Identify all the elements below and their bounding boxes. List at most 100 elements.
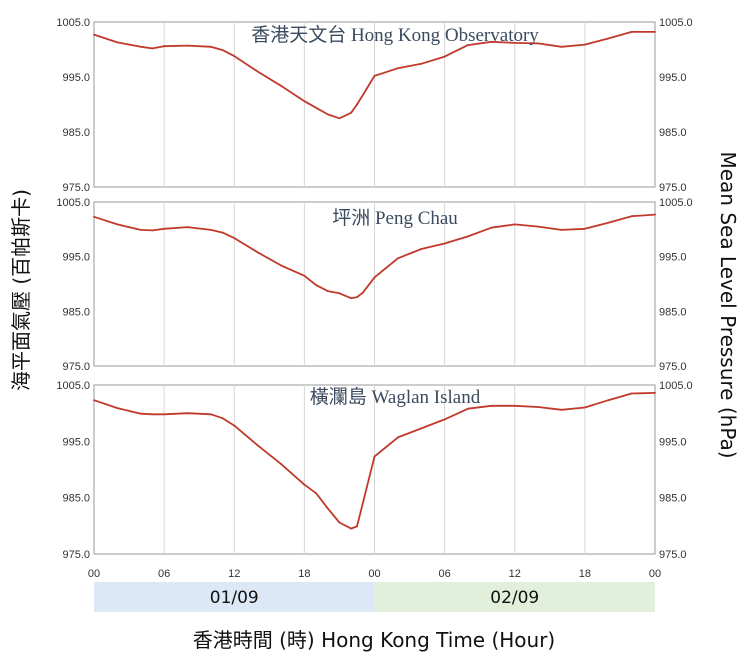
data-point [209,45,212,48]
data-point [583,43,586,46]
data-point [315,106,317,109]
panel-title: 香港天文台 Hong Kong Observatory [251,24,539,46]
x-tick-label: 12 [509,568,521,580]
y-tick-label-right: 975.0 [659,549,687,561]
panels-layer: 1005.0 1005.0 995.0 995.0 985.0 985.0 975.0 975… [56,17,692,580]
data-point [356,296,358,299]
date-bands: 01/09 02/09 [94,582,655,612]
data-point [338,292,341,295]
data-point [93,215,95,218]
data-point [654,391,656,394]
data-point [209,413,212,416]
data-point [537,42,540,45]
data-point [280,462,282,465]
y-axis-label-left: 海平面氣壓 (百帕斯卡) [9,189,33,391]
data-point [607,37,610,40]
panel-1: 1005.0 1005.0 995.0 995.0 985.0 985.0 975.0 975… [56,17,692,194]
data-point [443,55,446,58]
y-tick-label-left: 1005.0 [56,197,90,209]
data-point [420,62,423,65]
data-point [280,84,282,87]
data-point [186,412,189,415]
data-point [256,444,259,447]
y-tick-label-right: 975.0 [659,182,687,194]
data-point [303,274,306,277]
data-point [513,404,516,407]
date-band [374,582,655,612]
data-point [420,427,423,430]
data-point [256,251,259,254]
x-tick-label: 18 [298,568,310,580]
data-point [654,31,656,33]
data-point [326,113,329,116]
y-tick-label-left: 995.0 [62,436,90,448]
data-point [630,31,633,33]
data-point [350,297,353,300]
date-band [94,582,375,612]
data-point [151,47,154,50]
data-point [139,45,142,48]
data-point [280,264,282,267]
data-point [396,257,399,260]
y-tick-label-left: 1005.0 [56,17,90,29]
data-point [373,455,376,458]
data-point [467,407,469,410]
data-point [139,228,142,231]
y-tick-label-right: 985.0 [659,127,687,139]
data-point [93,399,95,402]
y-tick-label-right: 975.0 [659,361,687,373]
y-tick-label-left: 985.0 [62,493,90,505]
data-point [443,418,446,421]
data-point [303,483,306,486]
data-point [630,215,633,218]
data-point [420,248,423,250]
data-point [221,417,224,420]
y-tick-label-left: 975.0 [62,549,90,561]
data-point [396,436,399,439]
data-point [607,221,610,224]
y-tick-label-left: 995.0 [62,252,90,264]
data-point [361,291,364,294]
x-tick-label: 00 [649,568,661,580]
data-point [560,228,563,231]
data-point [513,42,516,44]
data-point [630,392,633,395]
data-point [583,227,586,230]
y-tick-label-left: 985.0 [62,306,90,318]
data-point [654,213,656,216]
data-point [350,527,353,530]
panel-2: 1005.0 1005.0 995.0 995.0 985.0 985.0 975.0 975… [56,197,692,373]
data-point [467,44,469,46]
data-point [560,45,563,48]
x-tick-label: 12 [228,568,240,580]
data-point [513,223,516,226]
data-point [537,225,540,228]
data-point [116,223,119,226]
data-point [467,235,469,238]
data-point [233,237,236,239]
data-point [490,404,493,407]
y-tick-label-right: 1005.0 [659,17,693,29]
data-point [361,94,364,97]
x-tick-label: 00 [88,568,100,580]
data-point [315,492,317,495]
data-point [490,40,493,43]
y-tick-label-right: 995.0 [659,252,687,264]
y-axis-label-right: Mean Sea Level Pressure (hPa) [716,151,740,458]
data-point [186,44,189,47]
data-point [256,70,259,73]
data-point [233,424,236,427]
data-point [350,111,353,114]
date-band-label: 01/09 [210,588,259,608]
data-point [326,507,329,510]
data-point [93,33,95,36]
y-tick-label-left: 985.0 [62,127,90,139]
data-point [373,75,376,77]
y-tick-label-right: 985.0 [659,306,687,318]
x-tick-label: 06 [158,568,170,580]
data-point [116,41,119,44]
y-tick-label-right: 995.0 [659,72,687,84]
x-tick-label: 06 [439,568,451,580]
data-point [303,100,306,103]
